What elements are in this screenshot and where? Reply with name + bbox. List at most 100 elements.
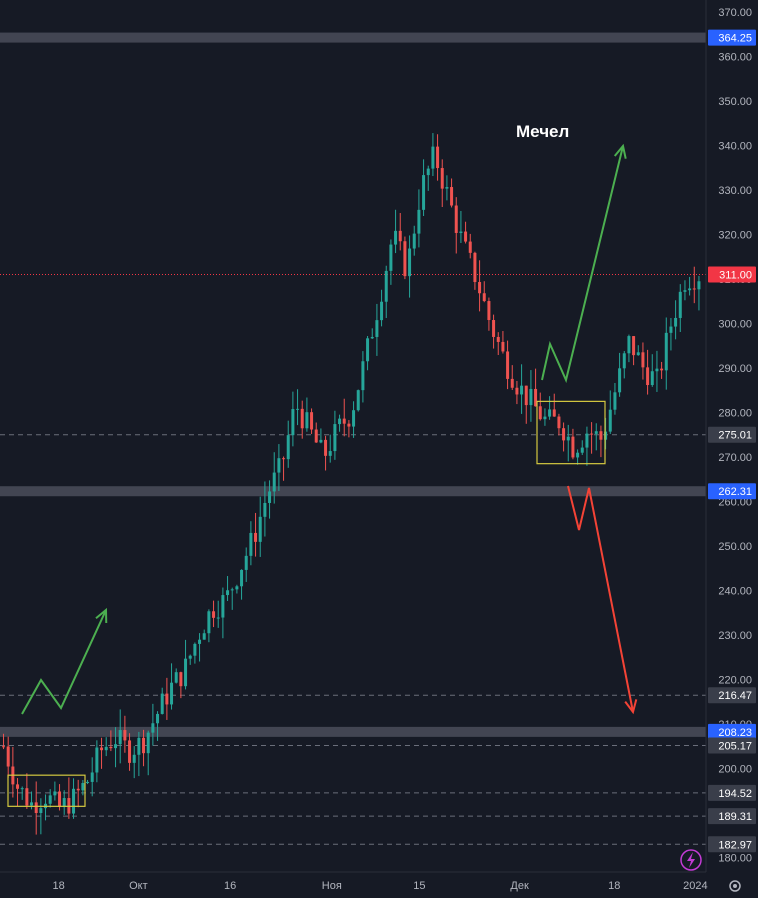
candle-body[interactable] xyxy=(39,808,43,814)
candle-body[interactable] xyxy=(342,418,346,424)
candle-body[interactable] xyxy=(613,392,617,410)
candle-body[interactable] xyxy=(459,231,463,233)
candle-body[interactable] xyxy=(6,746,10,767)
candle-body[interactable] xyxy=(641,352,645,368)
candle-body[interactable] xyxy=(576,452,580,458)
candle-body[interactable] xyxy=(352,410,356,427)
time-axis[interactable] xyxy=(0,872,758,898)
candle-body[interactable] xyxy=(562,428,566,441)
candle-body[interactable] xyxy=(202,633,206,640)
candle-body[interactable] xyxy=(510,378,514,388)
candle-body[interactable] xyxy=(100,747,104,751)
candle-body[interactable] xyxy=(664,332,668,371)
candle-body[interactable] xyxy=(230,589,234,591)
candle-body[interactable] xyxy=(552,409,556,417)
candle-body[interactable] xyxy=(328,451,332,456)
candle-body[interactable] xyxy=(174,672,178,683)
candle-body[interactable] xyxy=(688,288,692,291)
candle-body[interactable] xyxy=(254,532,258,542)
up-arrow-left[interactable] xyxy=(21,609,107,715)
candle-body[interactable] xyxy=(193,643,197,656)
candle-body[interactable] xyxy=(30,802,34,806)
candle-body[interactable] xyxy=(286,435,290,460)
candle-body[interactable] xyxy=(62,798,66,808)
up-arrow-right[interactable] xyxy=(541,145,624,384)
candle-body[interactable] xyxy=(58,791,62,808)
candle-body[interactable] xyxy=(557,416,561,429)
candle-body[interactable] xyxy=(207,611,211,634)
candle-body[interactable] xyxy=(90,772,94,782)
candle-body[interactable] xyxy=(618,368,622,393)
candle-body[interactable] xyxy=(53,791,57,796)
candle-body[interactable] xyxy=(473,252,477,283)
candle-body[interactable] xyxy=(650,371,654,386)
candle-body[interactable] xyxy=(366,338,370,362)
candle-body[interactable] xyxy=(338,418,342,425)
candle-body[interactable] xyxy=(370,336,374,339)
candle-body[interactable] xyxy=(198,639,202,644)
candle-body[interactable] xyxy=(627,336,631,354)
support-resistance-zone[interactable] xyxy=(0,32,706,43)
candle-body[interactable] xyxy=(16,784,20,789)
candle-body[interactable] xyxy=(142,737,146,754)
candle-body[interactable] xyxy=(123,730,127,741)
candle-body[interactable] xyxy=(347,423,351,427)
candle-body[interactable] xyxy=(529,388,533,406)
candle-body[interactable] xyxy=(240,569,244,587)
candle-body[interactable] xyxy=(76,788,80,791)
candle-body[interactable] xyxy=(221,595,225,618)
candle-body[interactable] xyxy=(179,672,183,687)
candle-body[interactable] xyxy=(697,281,701,290)
candle-body[interactable] xyxy=(538,406,542,420)
candle-body[interactable] xyxy=(394,230,398,245)
candle-body[interactable] xyxy=(249,532,253,556)
candle-body[interactable] xyxy=(501,341,505,352)
candle-body[interactable] xyxy=(151,723,155,733)
candle-body[interactable] xyxy=(296,408,300,410)
candle-body[interactable] xyxy=(431,146,435,169)
lightning-bolt-icon[interactable] xyxy=(680,849,702,871)
candle-body[interactable] xyxy=(258,516,262,542)
down-arrow[interactable] xyxy=(567,485,634,713)
candle-body[interactable] xyxy=(632,336,636,356)
candle-body[interactable] xyxy=(608,409,612,432)
candle-body[interactable] xyxy=(622,353,626,369)
candle-body[interactable] xyxy=(590,433,594,435)
candle-body[interactable] xyxy=(478,282,482,294)
candle-body[interactable] xyxy=(534,388,538,407)
candle-body[interactable] xyxy=(655,368,659,372)
candle-body[interactable] xyxy=(226,590,230,596)
candle-body[interactable] xyxy=(81,783,85,791)
candle-body[interactable] xyxy=(25,788,29,806)
candle-body[interactable] xyxy=(305,412,309,429)
candle-body[interactable] xyxy=(282,458,286,460)
candle-body[interactable] xyxy=(160,693,164,714)
candle-body[interactable] xyxy=(310,412,314,430)
candle-body[interactable] xyxy=(114,744,118,749)
candle-body[interactable] xyxy=(72,788,76,814)
candle-body[interactable] xyxy=(674,317,678,327)
candle-body[interactable] xyxy=(319,439,323,443)
candle-body[interactable] xyxy=(571,436,575,458)
candle-body[interactable] xyxy=(520,385,524,395)
candle-body[interactable] xyxy=(235,586,239,590)
candle-body[interactable] xyxy=(118,730,122,745)
candle-body[interactable] xyxy=(646,367,650,386)
candle-body[interactable] xyxy=(492,320,496,337)
candle-body[interactable] xyxy=(580,447,584,453)
candle-body[interactable] xyxy=(408,248,412,277)
candle-body[interactable] xyxy=(412,233,416,249)
candle-body[interactable] xyxy=(380,301,384,321)
candle-body[interactable] xyxy=(244,555,248,570)
candle-body[interactable] xyxy=(263,502,267,517)
candle-body[interactable] xyxy=(2,746,6,748)
candle-body[interactable] xyxy=(34,802,38,814)
candle-body[interactable] xyxy=(86,781,90,784)
candle-body[interactable] xyxy=(636,352,640,356)
candle-body[interactable] xyxy=(398,230,402,242)
candle-body[interactable] xyxy=(422,175,426,210)
candle-body[interactable] xyxy=(277,458,281,473)
support-resistance-zone[interactable] xyxy=(0,726,706,737)
gear-icon[interactable] xyxy=(729,880,741,892)
